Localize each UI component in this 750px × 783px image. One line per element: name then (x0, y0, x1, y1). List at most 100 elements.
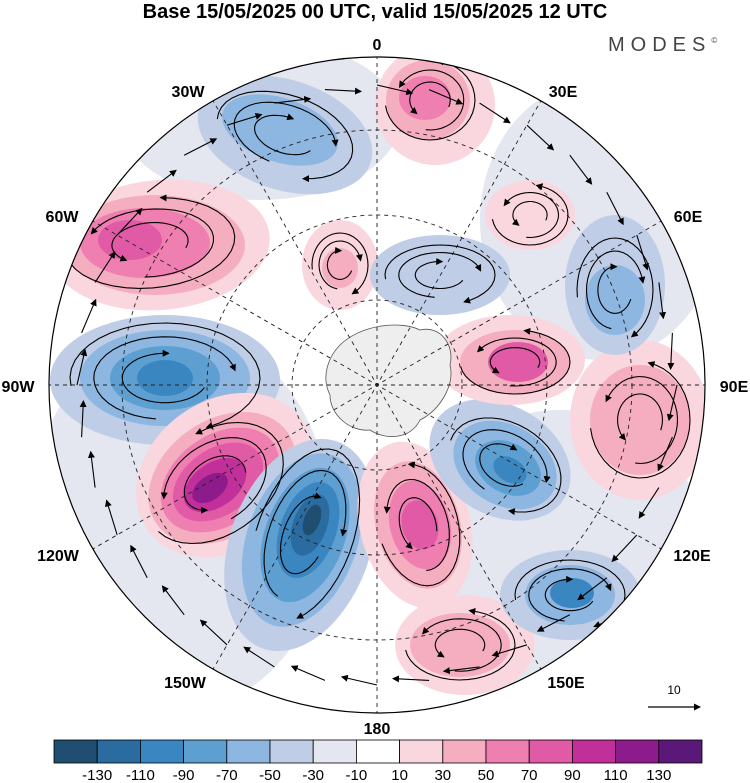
streamline (69, 322, 261, 429)
streamline (121, 349, 205, 404)
colorbar-tick-label: 70 (521, 767, 538, 783)
streamline (290, 665, 326, 681)
colorbar-swatch (139, 739, 184, 764)
lon-label-180: 180 (364, 721, 391, 738)
streamline (383, 478, 450, 572)
streamline (376, 84, 414, 96)
streamline (585, 250, 646, 330)
streamline (79, 400, 87, 438)
streamline (105, 499, 118, 536)
streamline (161, 585, 185, 616)
colorbar: -130 -110 -90 -70 -50 -30 -10 10 30 50 70 90 110 130 (53, 739, 703, 783)
streamline (617, 393, 663, 441)
colorbar-swatch (572, 739, 617, 764)
streamline (606, 191, 624, 226)
streamline (146, 169, 177, 193)
streamline (81, 298, 97, 334)
colorbar-tick-label: -10 (346, 767, 368, 783)
streamline (658, 282, 667, 320)
map-disk (49, 57, 705, 713)
colorbar-swatch (528, 739, 573, 764)
streamline (340, 674, 378, 686)
streamline (491, 183, 569, 246)
streamline (324, 87, 362, 95)
streamline (414, 257, 464, 290)
streamline (111, 222, 189, 262)
lon-label-150e: 150E (547, 675, 585, 692)
colorbar-tick-label: 90 (564, 767, 581, 783)
colorbar-swatch (183, 739, 228, 764)
lon-label-90w: 90W (2, 379, 36, 396)
streamline (536, 614, 571, 632)
map-boundary (48, 56, 706, 714)
streamline (476, 337, 557, 387)
streamline (657, 436, 673, 472)
brand-text: MODES (608, 34, 712, 56)
colorbar-tick-label: -90 (173, 767, 195, 783)
streamline (611, 534, 638, 563)
colorbar-tick-label: 130 (646, 767, 671, 783)
colorbar-swatch (355, 739, 400, 764)
streamline (460, 327, 571, 395)
streamline (384, 244, 496, 304)
copyright-mark: © (711, 36, 718, 45)
streamline (589, 361, 691, 479)
streamline (409, 81, 451, 115)
streamline (489, 347, 541, 374)
streamline (479, 443, 524, 487)
reference-vector-label: 10 (667, 683, 681, 697)
lon-label-60e: 60E (674, 209, 703, 226)
colorbar-tick-label: -50 (259, 767, 281, 783)
colorbar-swatch (96, 739, 141, 764)
colorbar-tick-label: -30 (302, 767, 324, 783)
streamline (94, 251, 116, 283)
streamline (479, 102, 511, 124)
colorbar-swatch (485, 739, 530, 764)
streamline (597, 263, 632, 314)
streamline (434, 628, 486, 658)
colorbar-swatch (658, 739, 703, 764)
streamline (263, 469, 348, 597)
lon-label-120e: 120E (673, 548, 711, 565)
streamline (381, 461, 461, 587)
streamline (526, 124, 555, 151)
streamline (233, 101, 339, 162)
colorbar-swatch (615, 739, 660, 764)
lon-label-0: 0 (373, 37, 382, 54)
streamline (93, 336, 236, 420)
colorbar-swatch (53, 739, 98, 764)
streamline (422, 618, 502, 672)
streamline (528, 568, 612, 622)
colorbar-swatch (269, 739, 314, 764)
streamline (318, 240, 363, 290)
streamline (392, 675, 430, 683)
streamline (577, 577, 608, 601)
colorbar-swatch (442, 739, 487, 764)
streamline (279, 492, 322, 575)
streamline (311, 232, 369, 295)
streamline (87, 450, 96, 488)
streamline (130, 544, 148, 579)
streamline (398, 69, 465, 131)
lon-label-90e: 90E (720, 379, 749, 396)
colorbar-tick-label: -70 (216, 767, 238, 783)
streamline (384, 58, 476, 141)
streamline (666, 384, 678, 422)
streamline (491, 644, 528, 657)
streamline (576, 237, 654, 338)
streamline (158, 421, 284, 545)
streamline (160, 437, 267, 520)
streamline (450, 417, 562, 516)
lon-label-30e: 30E (549, 84, 578, 101)
streamline (76, 348, 88, 386)
streamline (638, 487, 660, 519)
colorbar-swatch (226, 739, 271, 764)
streamline (199, 619, 228, 646)
streamline (462, 429, 551, 490)
streamline (255, 448, 361, 619)
streamline (90, 208, 214, 278)
streamline (405, 608, 516, 681)
modes-logo: MODES© (608, 34, 717, 57)
streamline (274, 95, 312, 104)
colorbar-tick-label: 10 (391, 767, 408, 783)
